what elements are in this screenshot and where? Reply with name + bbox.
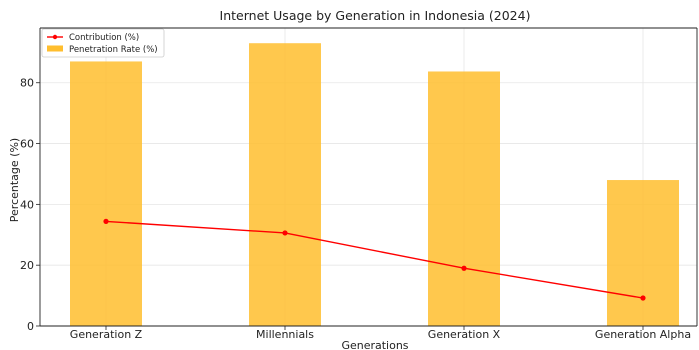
- point-contribution: [282, 230, 288, 236]
- legend-line-marker: [52, 34, 58, 40]
- y-tick-label: 40: [20, 198, 34, 211]
- legend-label-contribution: Contribution (%): [69, 33, 139, 43]
- legend: Contribution (%) Penetration Rate (%): [41, 28, 165, 58]
- y-tick-label: 20: [20, 259, 34, 272]
- x-axis-label: Generations: [341, 339, 408, 350]
- y-tick-label: 0: [27, 320, 34, 333]
- line-contribution: [105, 220, 644, 299]
- bar-penetration-rate: [70, 61, 142, 327]
- axes-layer: [39, 27, 698, 327]
- x-tick-label: Millennials: [256, 328, 314, 341]
- point-contribution: [461, 265, 467, 271]
- x-tick-label: Generation X: [428, 328, 501, 341]
- line-layer: [103, 218, 646, 301]
- point-contribution: [640, 295, 646, 301]
- legend-frame: [41, 28, 165, 58]
- bar-penetration-rate: [249, 43, 321, 327]
- legend-label-penetration: Penetration Rate (%): [69, 45, 158, 55]
- point-contribution: [103, 218, 109, 224]
- chart-title: Internet Usage by Generation in Indonesi…: [220, 8, 531, 23]
- bar-penetration-rate: [428, 71, 500, 326]
- ticks-layer: 0 20 40 60 80 Generation Z Millennials Generati…: [20, 77, 691, 341]
- y-tick-label: 60: [20, 138, 34, 151]
- y-axis-label: Percentage (%): [8, 138, 21, 222]
- legend-bar-swatch: [47, 45, 63, 52]
- x-tick-label: Generation Alpha: [595, 328, 691, 341]
- bars-layer: [70, 43, 679, 327]
- y-tick-label: 80: [20, 77, 34, 90]
- x-tick-label: Generation Z: [70, 328, 143, 341]
- bar-penetration-rate: [607, 180, 679, 326]
